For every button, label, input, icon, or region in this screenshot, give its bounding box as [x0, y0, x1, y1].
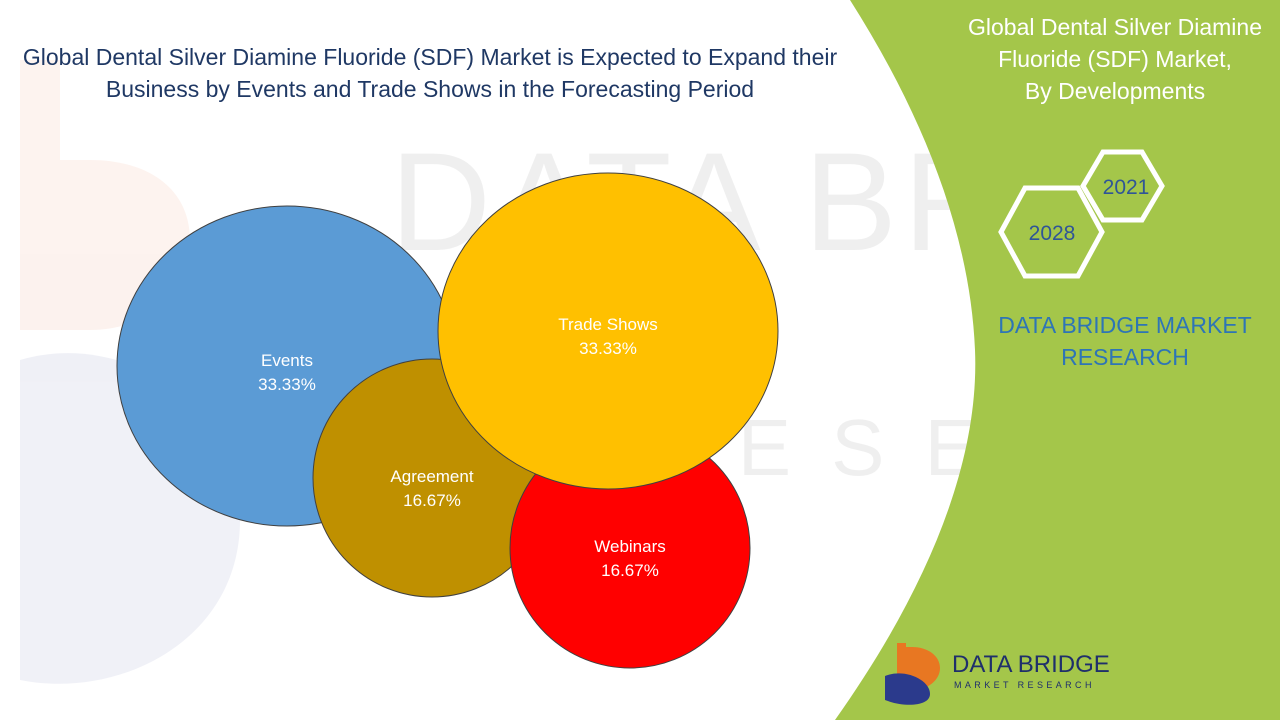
- side-title-line-2: Fluoride (SDF) Market,: [998, 46, 1232, 72]
- bubble-value-trade-shows: 33.33%: [579, 339, 637, 358]
- bubble-trade-shows: [437, 172, 779, 490]
- side-title-line-1: Global Dental Silver Diamine: [967, 14, 1262, 40]
- bubble-label-agreement: Agreement: [390, 467, 473, 486]
- bubble-label-events: Events: [261, 351, 313, 370]
- bubble-value-webinars: 16.67%: [601, 561, 659, 580]
- year-2028-label: 2028: [1029, 222, 1076, 245]
- side-title-line-3: By Developments: [1024, 78, 1206, 104]
- year-2021-label: 2021: [1103, 176, 1150, 199]
- logo-tagline: MARKET RESEARCH: [954, 680, 1095, 690]
- chart-title-line-1: Global Dental Silver Diamine Fluoride (S…: [22, 44, 838, 70]
- bubble-group: Events 33.33% Agreement 16.67% Webinars 16.67…: [116, 172, 779, 669]
- bubble-label-webinars: Webinars: [594, 537, 666, 556]
- bubble-value-events: 33.33%: [258, 375, 316, 394]
- brand-line-2: RESEARCH: [1061, 344, 1189, 370]
- year-hexagon-2028: [998, 185, 1105, 279]
- chart-title-line-2: Business by Events and Trade Shows in th…: [105, 76, 755, 102]
- brand-line-1: DATA BRIDGE MARKET: [998, 312, 1252, 338]
- bubble-value-agreement: 16.67%: [403, 491, 461, 510]
- year-hexagon-2021: [1080, 149, 1165, 223]
- logo-icon: [885, 643, 940, 705]
- logo-name: DATA BRIDGE: [952, 651, 1110, 678]
- side-panel-background: [835, 0, 1280, 720]
- bubble-label-trade-shows: Trade Shows: [558, 315, 658, 334]
